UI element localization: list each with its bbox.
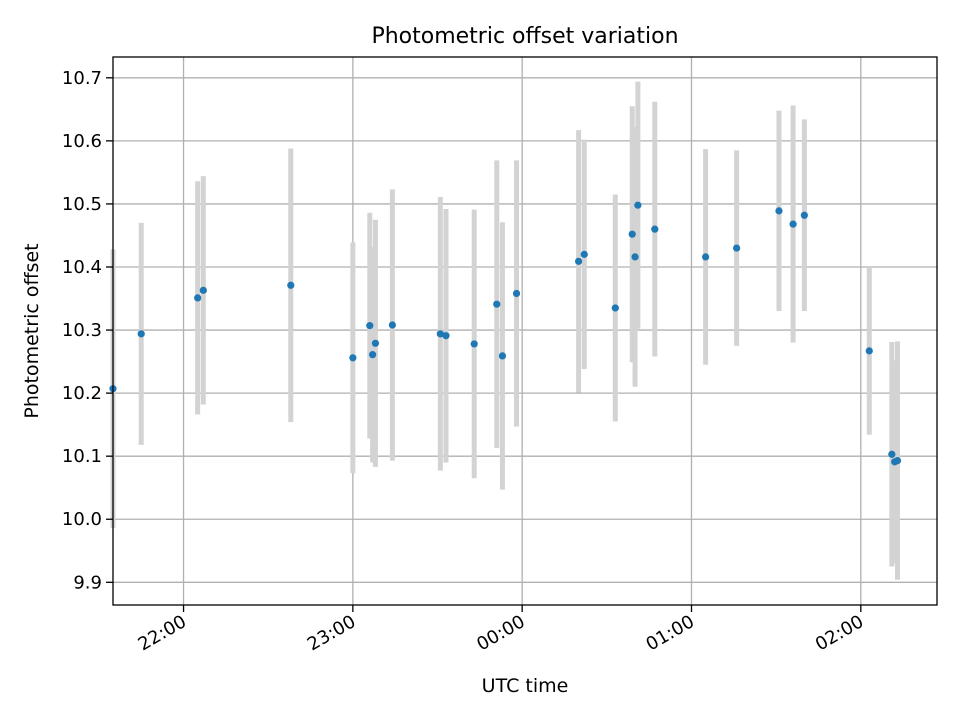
- y-tick-label: 10.5: [62, 194, 102, 215]
- data-point: [800, 211, 808, 219]
- data-point: [775, 207, 783, 215]
- data-point: [349, 354, 357, 362]
- plot-frame: [112, 56, 938, 606]
- y-tick-label: 10.0: [62, 509, 102, 530]
- data-point: [369, 351, 377, 359]
- x-tick-label: 02:00: [812, 611, 867, 655]
- y-tick-label: 10.1: [62, 446, 102, 467]
- data-point: [580, 250, 588, 258]
- y-axis: 9.9 10.0 10.1 10.2 10.3 10.4 10.5 10.6 10.7: [62, 68, 113, 593]
- y-axis-label: Photometric offset: [21, 243, 43, 418]
- data-point: [789, 220, 797, 228]
- data-point: [888, 450, 896, 458]
- data-point: [702, 253, 710, 261]
- x-tick-label: 23:00: [304, 611, 359, 655]
- data-point: [366, 322, 374, 330]
- data-point: [493, 300, 501, 308]
- data-point: [470, 340, 478, 348]
- y-tick-label: 10.2: [62, 383, 102, 404]
- y-tick-label: 10.4: [62, 257, 102, 278]
- data-point: [287, 281, 295, 289]
- x-tick-label: 22:00: [135, 611, 190, 655]
- y-tick-label: 9.9: [73, 572, 102, 593]
- y-tick-label: 10.6: [62, 131, 102, 152]
- data-point: [498, 352, 507, 360]
- data-point: [436, 330, 444, 338]
- data-point: [371, 339, 380, 347]
- data-point: [137, 330, 145, 338]
- data-point: [388, 321, 396, 329]
- data-point: [893, 456, 902, 465]
- data-point: [442, 332, 450, 340]
- data-point: [628, 230, 636, 238]
- x-tick-label: 01:00: [643, 611, 698, 655]
- data-point: [733, 244, 741, 252]
- data-point: [194, 294, 202, 302]
- grid: [113, 57, 937, 605]
- y-tick-label: 10.7: [62, 68, 102, 89]
- data-point: [865, 347, 873, 355]
- x-tick-label: 00:00: [473, 611, 528, 655]
- data-point: [512, 289, 521, 298]
- y-tick-label: 10.3: [62, 320, 102, 341]
- x-axis-label: UTC time: [482, 675, 569, 697]
- data-point: [199, 286, 207, 294]
- data-point: [651, 225, 659, 233]
- data-point: [634, 201, 642, 209]
- data-point: [631, 253, 639, 261]
- data-points: [109, 201, 902, 466]
- chart-title: Photometric offset variation: [371, 24, 678, 49]
- data-point: [611, 304, 619, 312]
- x-axis: 22:00 23:00 00:00 01:00 02:00: [135, 605, 867, 655]
- data-point: [575, 257, 583, 265]
